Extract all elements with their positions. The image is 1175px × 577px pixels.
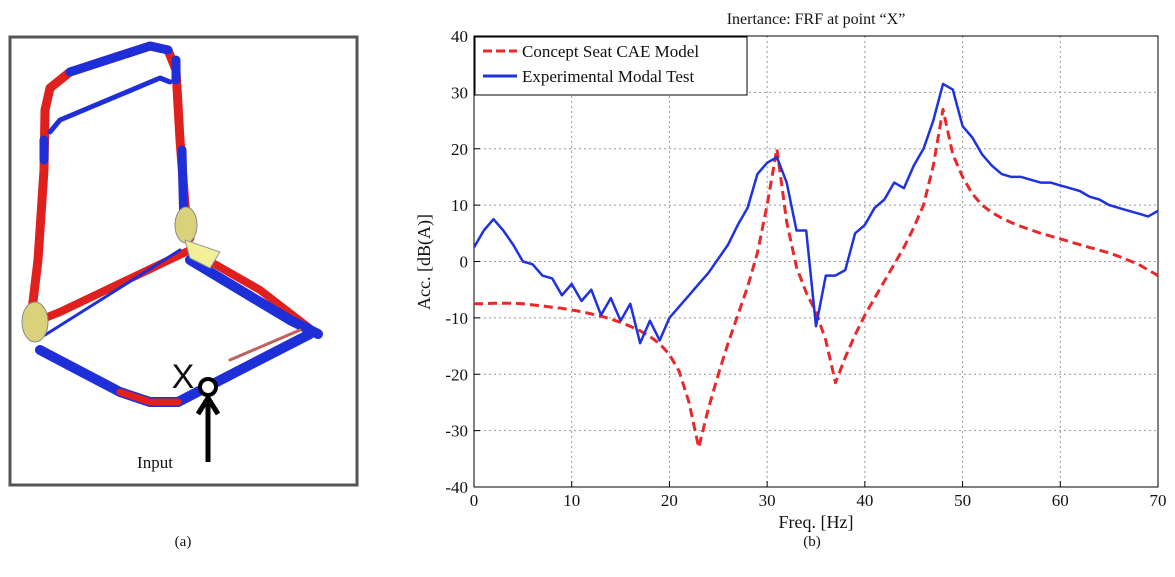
y-tick-label: 40 <box>451 27 468 46</box>
panel-label: (a) <box>175 534 192 550</box>
x-tick-label: 50 <box>954 491 971 510</box>
y-tick-label: -10 <box>445 309 468 328</box>
plot-border <box>473 35 1159 488</box>
y-axis-label: Acc. [dB(A)] <box>414 214 435 310</box>
legend-label: Concept Seat CAE Model <box>522 42 699 61</box>
x-tick-label: 40 <box>856 491 873 510</box>
x-tick-label: 20 <box>661 491 678 510</box>
seat-drawing <box>21 41 323 407</box>
chart-title: Inertance: FRF at point “X” <box>727 11 906 28</box>
y-tick-label: -40 <box>445 478 468 497</box>
y-tick-label: 10 <box>451 196 468 215</box>
input-label: Input <box>137 453 173 472</box>
legend-label: Experimental Modal Test <box>522 67 695 86</box>
y-tick-label: 20 <box>451 140 468 159</box>
seat-frame-box <box>8 35 359 487</box>
x-tick-label: 0 <box>470 491 479 510</box>
panel-label: (b) <box>803 534 821 550</box>
y-tick-label: -30 <box>445 422 468 441</box>
point-label: X <box>172 358 195 396</box>
x-tick-label: 10 <box>563 491 580 510</box>
input-point <box>198 377 218 397</box>
series-line <box>472 82 1159 345</box>
y-tick-label: 0 <box>460 253 469 272</box>
series-line <box>474 107 1159 449</box>
y-tick-label: 30 <box>451 83 468 102</box>
x-tick-label: 70 <box>1150 491 1167 510</box>
x-tick-label: 30 <box>759 491 776 510</box>
input-arrow <box>195 393 221 462</box>
y-tick-label: -20 <box>445 365 468 384</box>
x-tick-label: 60 <box>1052 491 1069 510</box>
legend-box <box>474 36 748 96</box>
x-axis-label: Freq. [Hz] <box>779 512 854 532</box>
